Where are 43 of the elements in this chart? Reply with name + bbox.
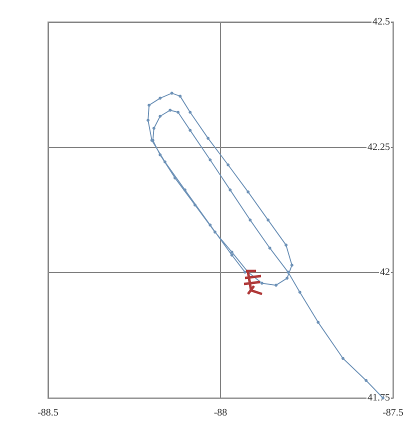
y-tick-label: 42	[380, 267, 390, 278]
point	[158, 114, 162, 118]
point	[163, 160, 166, 164]
point	[228, 188, 232, 192]
y-tick-label: 42.5	[372, 16, 390, 28]
point	[158, 96, 162, 100]
point	[226, 163, 230, 166]
point	[248, 218, 252, 222]
x-tick-label: -87.5	[382, 408, 404, 418]
point	[152, 126, 156, 130]
point	[146, 118, 150, 122]
point	[316, 320, 320, 324]
y-tick-label: 41.75	[368, 392, 390, 404]
point	[268, 246, 272, 250]
point	[230, 254, 234, 257]
point	[206, 136, 210, 140]
point	[148, 104, 151, 107]
point	[286, 270, 290, 274]
point	[298, 290, 302, 294]
point	[274, 284, 278, 287]
y-tick-label: 42.25	[368, 142, 390, 153]
point	[260, 282, 264, 285]
point	[290, 264, 294, 267]
x-tick-label: -88.5	[38, 408, 58, 418]
point	[213, 230, 216, 234]
point	[341, 356, 344, 360]
point	[208, 224, 212, 227]
point	[208, 158, 212, 162]
point	[158, 153, 162, 156]
point	[170, 92, 174, 95]
point	[188, 128, 192, 132]
point	[286, 276, 289, 280]
point	[183, 188, 186, 192]
point	[176, 110, 180, 114]
point	[364, 378, 368, 382]
point	[284, 244, 288, 247]
point	[230, 250, 234, 254]
point	[266, 218, 270, 222]
point	[246, 190, 250, 194]
x-tick-label: -88	[214, 408, 228, 418]
point	[168, 108, 172, 112]
point	[244, 270, 246, 274]
point	[178, 94, 182, 98]
